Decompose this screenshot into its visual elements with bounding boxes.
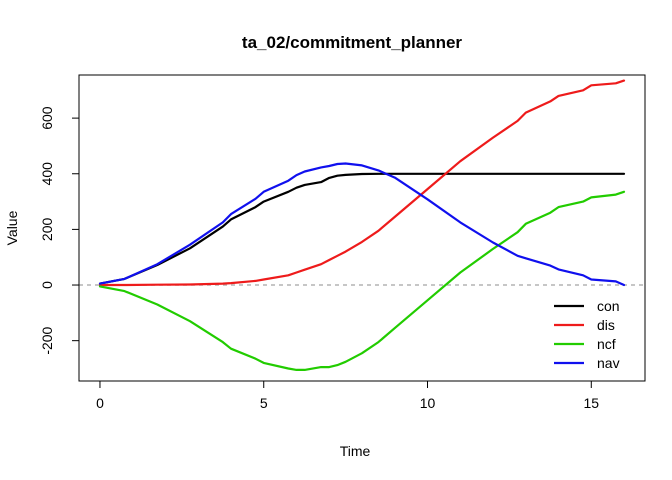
y-tick-label: -200	[39, 326, 55, 354]
series-layer	[98, 79, 626, 371]
plot-area	[78, 74, 646, 382]
legend: con dis ncf nav	[554, 298, 620, 371]
legend-label-dis: dis	[597, 317, 615, 333]
series-line-nav	[98, 162, 626, 287]
series-line-dis	[98, 79, 626, 287]
y-tick-label: 200	[39, 217, 55, 241]
x-axis-label: Time	[340, 443, 371, 459]
x-tick-label: 5	[260, 395, 268, 411]
legend-label-nav: nav	[597, 355, 620, 371]
x-tick-label: 0	[96, 395, 104, 411]
series-line-con	[98, 172, 626, 285]
x-tick-label: 15	[583, 395, 599, 411]
x-axis: 0 5 10 15	[96, 380, 599, 411]
legend-label-con: con	[597, 298, 620, 314]
chart-title: ta_02/commitment_planner	[242, 33, 463, 52]
y-axis: -200 0 200 400 600	[39, 106, 80, 355]
y-axis-label: Value	[4, 210, 20, 245]
plot-frame	[78, 74, 646, 382]
y-tick-label: 400	[39, 162, 55, 186]
y-tick-label: 600	[39, 106, 55, 130]
series-line-ncf	[98, 190, 626, 371]
x-tick-label: 10	[420, 395, 436, 411]
y-tick-label: 0	[39, 281, 55, 289]
legend-label-ncf: ncf	[597, 336, 616, 352]
